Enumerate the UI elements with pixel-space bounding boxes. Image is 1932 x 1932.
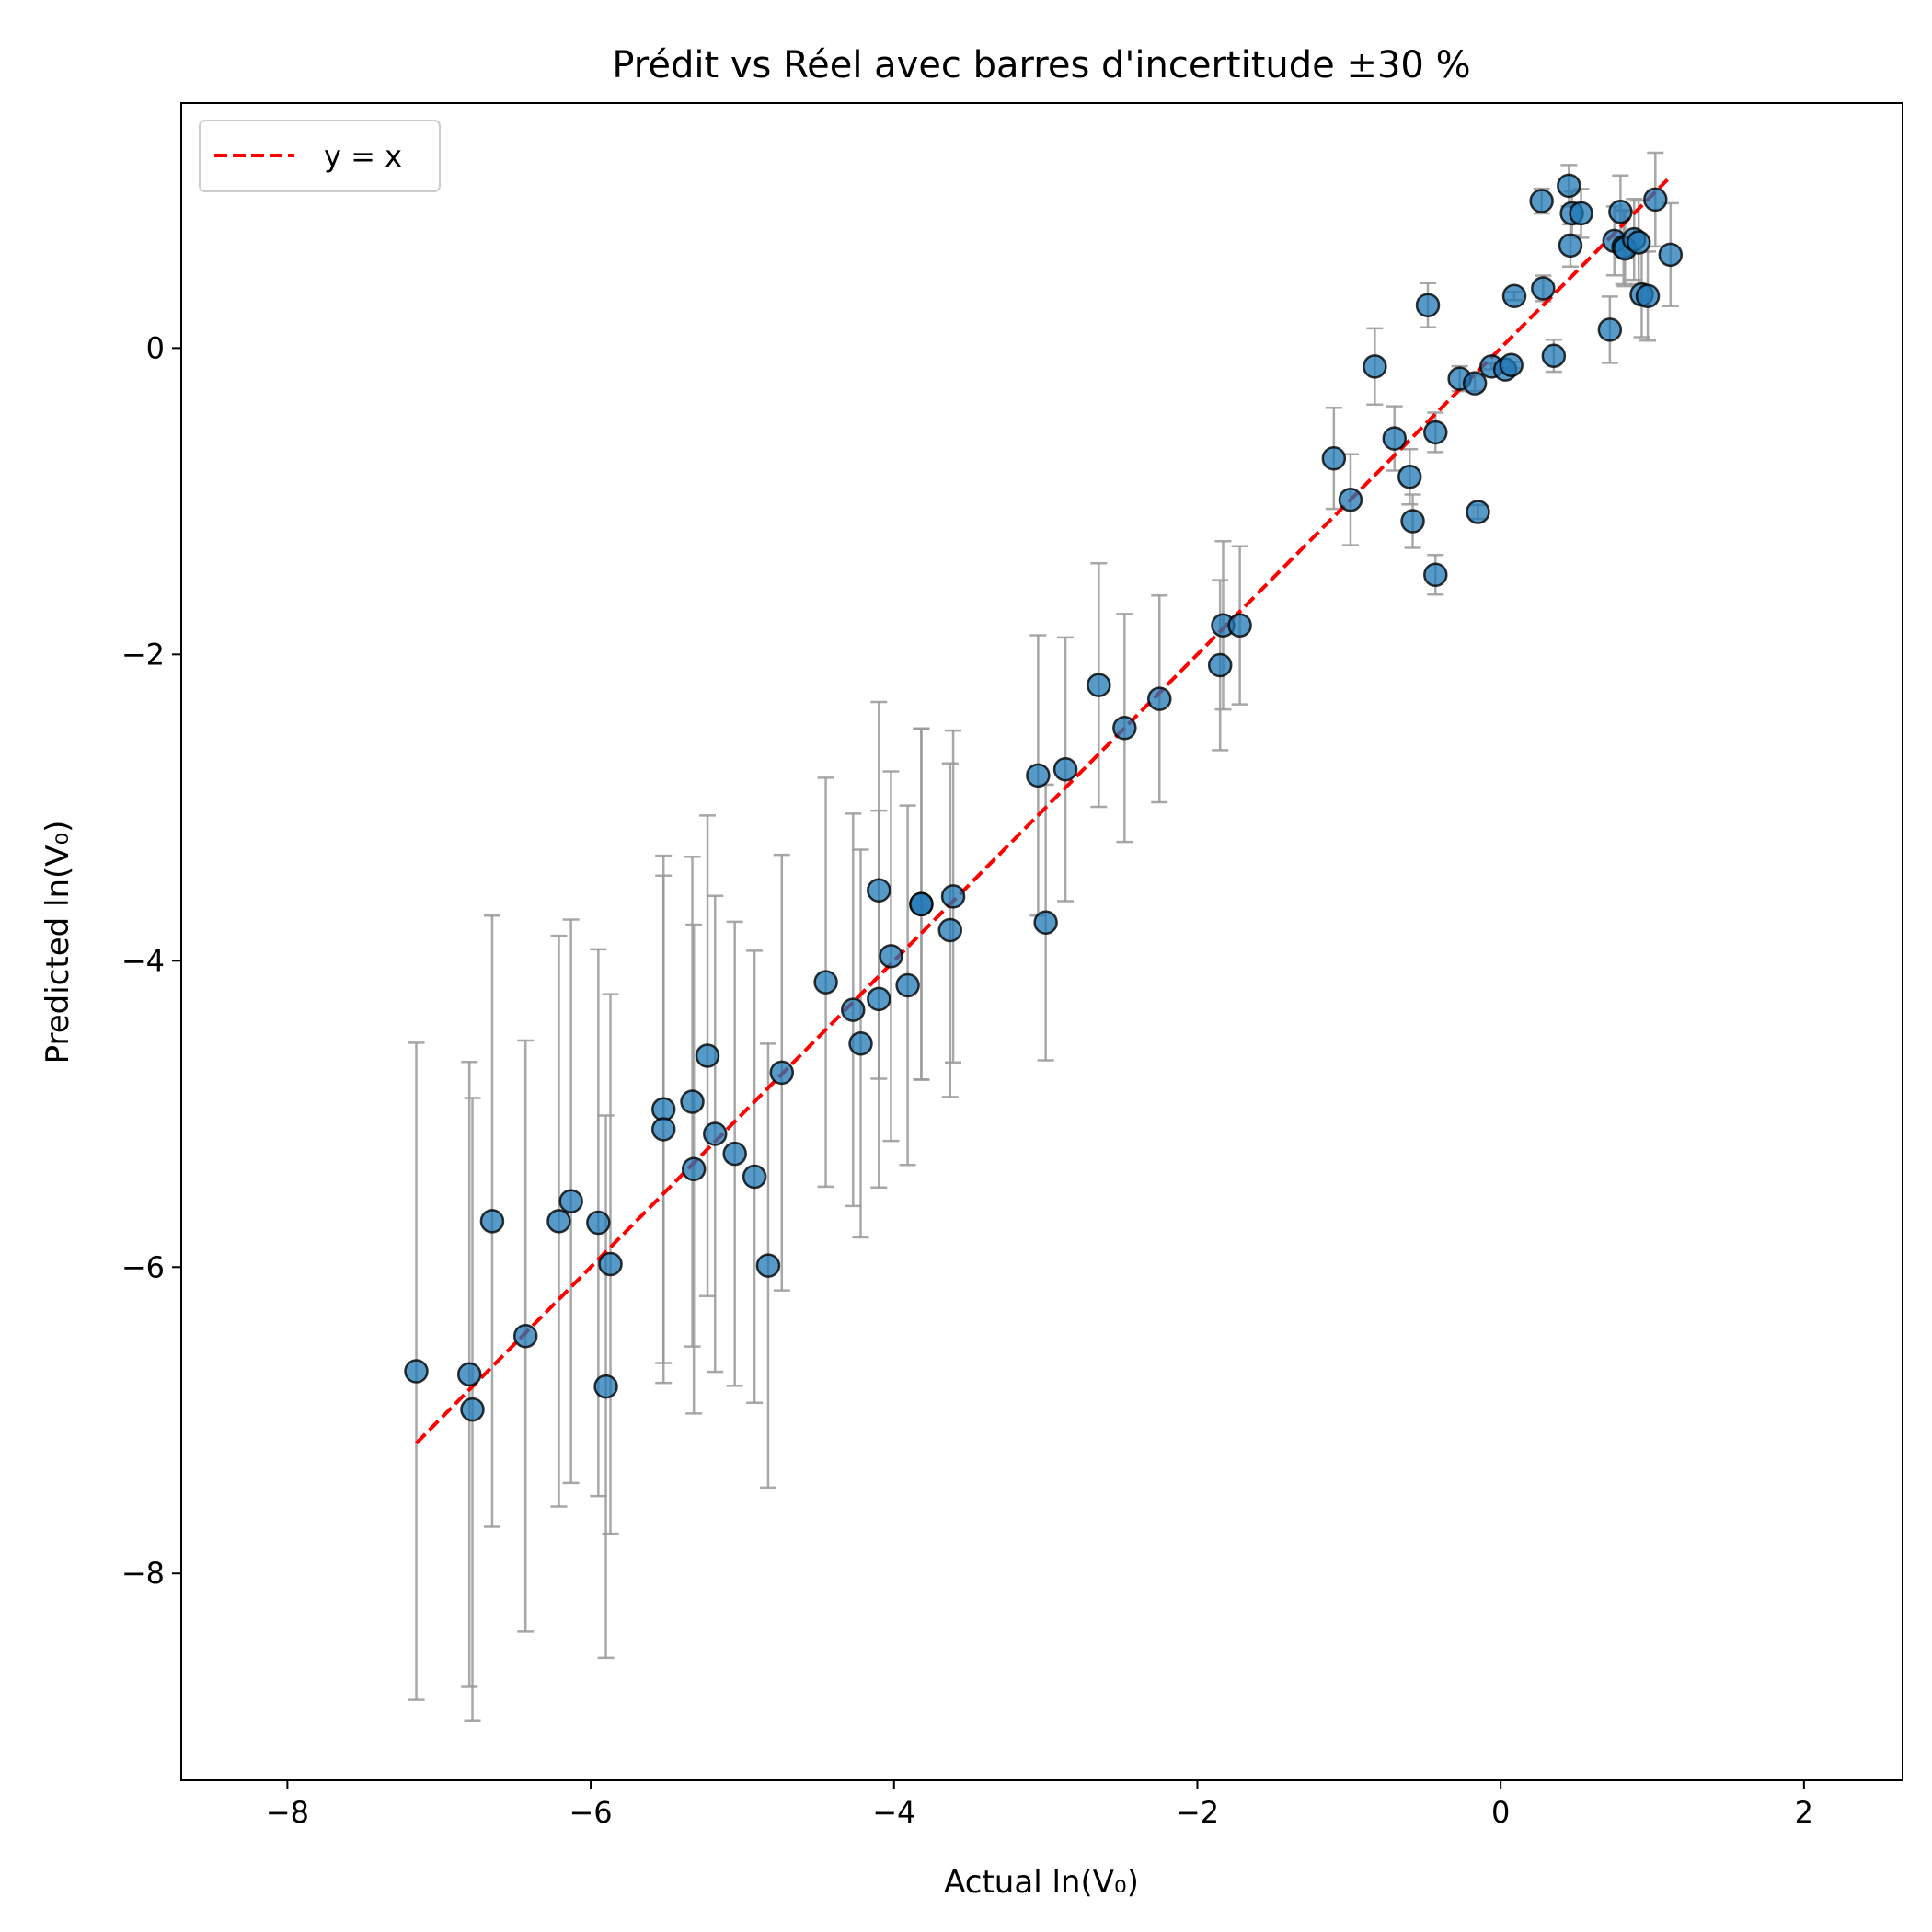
data-point bbox=[650, 1117, 676, 1142]
data-point bbox=[1321, 445, 1347, 471]
legend-label: y = x bbox=[324, 139, 402, 174]
plot-area-frame bbox=[180, 102, 1903, 1781]
y-tick-label: −4 bbox=[121, 943, 165, 978]
data-point bbox=[1569, 201, 1593, 226]
data-point bbox=[703, 1121, 728, 1146]
y-tick-label: 0 bbox=[146, 330, 165, 365]
data-points bbox=[404, 173, 1684, 1422]
data-point bbox=[1541, 343, 1567, 368]
data-point bbox=[1499, 352, 1524, 377]
data-point bbox=[1112, 716, 1137, 741]
data-point bbox=[1462, 371, 1488, 396]
data-point bbox=[1338, 487, 1363, 512]
data-point bbox=[1033, 910, 1058, 935]
data-point bbox=[1501, 283, 1527, 309]
data-point bbox=[479, 1209, 505, 1234]
data-point bbox=[404, 1359, 429, 1384]
data-point bbox=[546, 1209, 571, 1234]
data-point bbox=[695, 1043, 720, 1068]
data-point bbox=[1052, 756, 1078, 782]
data-point bbox=[895, 972, 920, 998]
data-point bbox=[867, 878, 891, 903]
data-point bbox=[1531, 276, 1556, 301]
chart-title: Prédit vs Réel avec barres d'incertitude… bbox=[612, 44, 1470, 86]
data-point bbox=[1626, 230, 1651, 255]
data-point bbox=[841, 997, 866, 1022]
y-axis-ticks: −8 −6 −4 −2 0 bbox=[121, 330, 181, 1591]
x-tick-label: −4 bbox=[872, 1795, 915, 1830]
data-point bbox=[1529, 189, 1554, 213]
data-point bbox=[1397, 464, 1422, 489]
data-point bbox=[755, 1253, 781, 1278]
data-point bbox=[1423, 562, 1448, 588]
data-point bbox=[848, 1030, 873, 1056]
data-point bbox=[722, 1141, 747, 1167]
data-point bbox=[598, 1251, 623, 1277]
legend-box bbox=[199, 120, 441, 192]
data-point bbox=[937, 917, 963, 943]
x-tick-label: −2 bbox=[1176, 1795, 1219, 1830]
data-point bbox=[1363, 354, 1387, 379]
data-point bbox=[1026, 763, 1051, 788]
data-point bbox=[1147, 686, 1172, 711]
data-point bbox=[1635, 283, 1661, 309]
legend: y = x bbox=[199, 120, 441, 192]
data-point bbox=[1643, 187, 1668, 213]
data-point bbox=[1423, 420, 1448, 445]
data-point bbox=[813, 970, 838, 995]
data-point bbox=[456, 1362, 482, 1387]
data-point bbox=[1382, 426, 1408, 451]
data-point bbox=[742, 1164, 767, 1190]
x-axis-ticks: −8 −6 −4 −2 0 2 bbox=[266, 1780, 1813, 1830]
x-tick-label: −8 bbox=[266, 1795, 309, 1830]
x-tick-label: 0 bbox=[1491, 1795, 1510, 1830]
data-point bbox=[1227, 613, 1252, 638]
data-point bbox=[460, 1397, 485, 1422]
y-axis-label: Predicted ln(V₀) bbox=[40, 821, 76, 1064]
data-point bbox=[586, 1210, 611, 1236]
data-point bbox=[1608, 199, 1633, 224]
data-point bbox=[909, 891, 934, 916]
data-point bbox=[1400, 509, 1425, 534]
data-point bbox=[593, 1374, 618, 1399]
data-point bbox=[558, 1189, 583, 1213]
data-point bbox=[1558, 233, 1583, 259]
y-tick-label: −2 bbox=[121, 637, 165, 672]
data-point bbox=[1087, 673, 1111, 697]
data-point bbox=[1415, 293, 1441, 318]
data-point bbox=[680, 1089, 705, 1114]
y-tick-label: −6 bbox=[121, 1249, 165, 1284]
x-tick-label: −6 bbox=[569, 1795, 612, 1830]
data-point bbox=[879, 944, 903, 969]
data-point bbox=[867, 986, 891, 1012]
x-tick-label: 2 bbox=[1795, 1795, 1813, 1830]
data-point bbox=[940, 884, 966, 909]
data-point bbox=[1597, 317, 1623, 342]
data-point bbox=[512, 1323, 538, 1349]
data-point bbox=[769, 1060, 795, 1086]
data-point bbox=[681, 1156, 707, 1181]
data-point bbox=[1557, 173, 1581, 199]
y-tick-label: −8 bbox=[121, 1556, 165, 1591]
data-point bbox=[1466, 500, 1490, 524]
data-point bbox=[1658, 242, 1684, 268]
data-point bbox=[1207, 652, 1233, 678]
x-axis-label: Actual ln(V₀) bbox=[944, 1864, 1139, 1901]
